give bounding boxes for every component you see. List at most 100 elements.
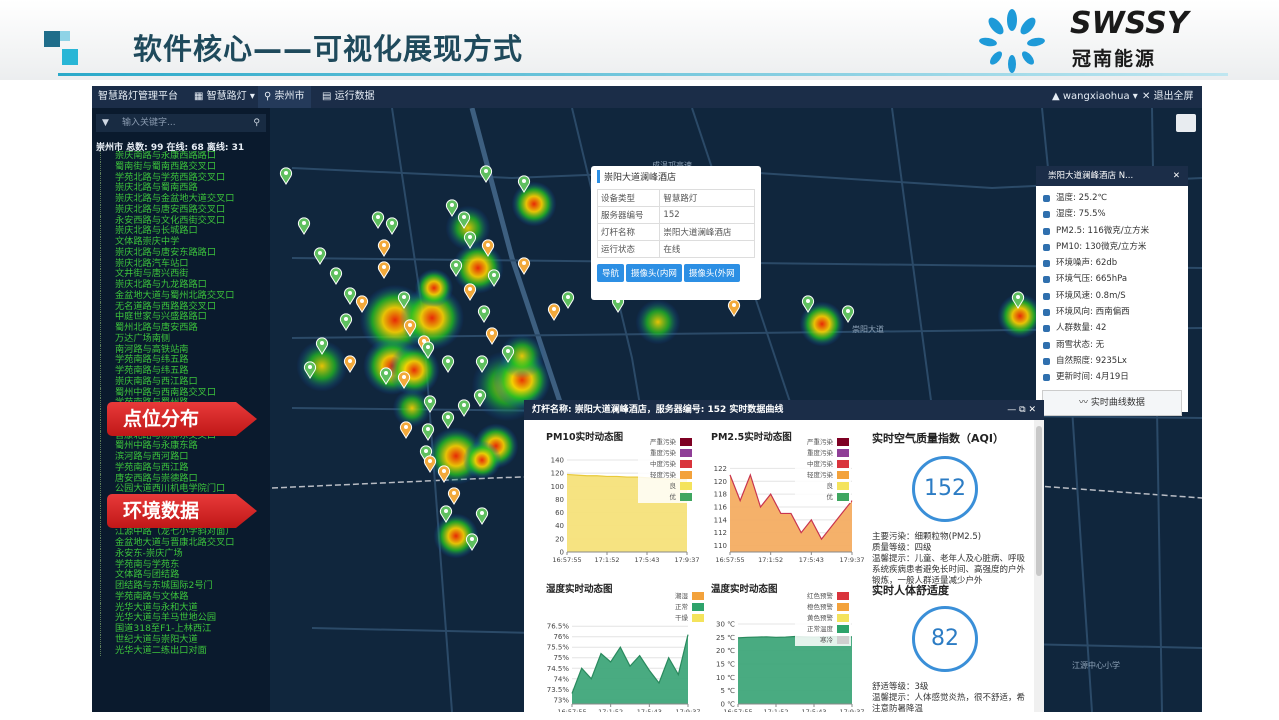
x-tick-label: 17:1:52 (758, 556, 783, 564)
map-pin[interactable] (501, 345, 515, 363)
map-pin[interactable] (475, 507, 489, 525)
comfort-line: 温馨提示：人体感觉炎热，很不舒适，希注意防暑降温 (872, 693, 1026, 712)
map-pin[interactable] (297, 217, 311, 235)
map-pin[interactable] (465, 533, 479, 551)
map-pin[interactable] (379, 367, 393, 385)
scrollbar[interactable] (1034, 420, 1044, 712)
map-pin[interactable] (841, 305, 855, 323)
tree-root[interactable]: 崇州市 总数: 99 在线: 68 离线: 31 (96, 143, 245, 153)
env-row: 人群数量: 42 (1036, 320, 1188, 336)
map-pin[interactable] (421, 423, 435, 441)
legend-bg (795, 435, 851, 503)
map-pin[interactable] (279, 167, 293, 185)
map-pin[interactable] (463, 283, 477, 301)
heat-blob (499, 333, 545, 379)
pin-dot (616, 299, 620, 303)
scroll-thumb[interactable] (1036, 426, 1042, 576)
map-pin[interactable] (517, 175, 531, 193)
pin-dot (318, 251, 322, 255)
nav-item[interactable]: ▦ 智慧路灯 ▾ (194, 91, 255, 102)
brand[interactable]: 智慧路灯管理平台 (98, 91, 178, 102)
map-pin[interactable] (371, 211, 385, 229)
map-pin[interactable] (377, 239, 391, 257)
map-pin[interactable] (727, 299, 741, 317)
map-pin[interactable] (475, 355, 489, 373)
layer-button[interactable] (1176, 114, 1196, 132)
map-pin[interactable] (397, 291, 411, 309)
app-screenshot: 成温邛高速崇阳大道江源镇江源中心小学崇州大道 智慧路灯管理平台 ▦ 智慧路灯 ▾… (92, 86, 1202, 712)
pin-shape (343, 355, 357, 373)
popup-button[interactable]: 摄像头(内网 (626, 264, 682, 282)
search-box[interactable]: ▼ 输入关键字... ⚲ (96, 114, 266, 132)
curve-button[interactable]: 〰 实时曲线数据 (1042, 389, 1182, 416)
map-pin[interactable] (423, 455, 437, 473)
pin-dot (444, 509, 448, 513)
map-pin[interactable] (547, 303, 561, 321)
pin-dot (480, 359, 484, 363)
device-item: 金盆地大道与晋康北路交叉口 (100, 537, 270, 549)
map-pin[interactable] (421, 341, 435, 359)
map-pin[interactable] (329, 267, 343, 285)
exit-fullscreen[interactable]: ✕ 退出全屏 (1142, 91, 1194, 102)
map-pin[interactable] (313, 247, 327, 265)
map-pin[interactable] (439, 505, 453, 523)
map-pin[interactable] (561, 291, 575, 309)
map-pin[interactable] (403, 319, 417, 337)
map-pin[interactable] (487, 269, 501, 287)
pin-dot (1016, 295, 1020, 299)
map-pin[interactable] (437, 465, 451, 483)
map-pin[interactable] (457, 399, 471, 417)
map-pin[interactable] (423, 395, 437, 413)
map-pin[interactable] (355, 295, 369, 313)
pin-shape (473, 389, 487, 407)
nav-item-label: 运行数据 (334, 91, 375, 102)
map-pin[interactable] (339, 313, 353, 331)
map-pin[interactable] (481, 239, 495, 257)
pin-shape (421, 423, 435, 441)
user-menu[interactable]: ▲ wangxiaohua ▾ (1052, 91, 1138, 102)
pin-shape (379, 367, 393, 385)
popup-button[interactable]: 导航 (597, 264, 625, 282)
map-pin[interactable] (377, 261, 391, 279)
map-pin[interactable] (441, 355, 455, 373)
nav-item[interactable]: ⚲ 崇州市 (258, 86, 311, 108)
map-pin[interactable] (447, 487, 461, 505)
aqi-line: 温馨提示：儿童、老年人及心脏病、呼吸系统疾病患者避免长时间、高强度的户外锻炼，一… (872, 554, 1026, 586)
x-tick-label: 17:9:37 (839, 556, 864, 564)
map-pin[interactable] (441, 411, 455, 429)
map-pin[interactable] (449, 259, 463, 277)
map-pin[interactable] (477, 305, 491, 323)
popup-row: 灯杆名称 崇阳大道澜峰酒店 (596, 223, 755, 241)
nav-item[interactable]: ▤ 运行数据 (322, 91, 375, 102)
popup-key: 运行状态 (596, 240, 661, 258)
heat-blob (799, 301, 845, 347)
legend-label: 良 (670, 481, 677, 490)
map-pin[interactable] (473, 389, 487, 407)
device-item: 崇庆南路与永康西路路口 (100, 151, 270, 162)
map-pin[interactable] (343, 287, 357, 305)
map-pin[interactable] (517, 257, 531, 275)
map-pin[interactable] (397, 371, 411, 389)
close[interactable]: ✕ (1172, 171, 1180, 181)
map-pin[interactable] (457, 211, 471, 229)
env-row: 雨雪状态: 无 (1036, 337, 1188, 353)
pin-dot (402, 375, 406, 379)
window-controls[interactable]: — ⧉ ✕ (1007, 405, 1036, 415)
aqi-title: 实时空气质量指数（AQI） (872, 432, 1004, 445)
pin-dot (566, 295, 570, 299)
map-pin[interactable] (801, 295, 815, 313)
map-pin[interactable] (419, 445, 433, 463)
map-pin[interactable] (303, 361, 317, 379)
map-pin[interactable] (463, 231, 477, 249)
map-pin[interactable] (485, 327, 499, 345)
popup-title: 崇阳大道澜峰酒店 (597, 170, 755, 183)
popup-button[interactable]: 摄像头(外网 (683, 264, 740, 282)
map-pin[interactable] (343, 355, 357, 373)
map-pin[interactable] (479, 165, 493, 183)
map-pin[interactable] (445, 199, 459, 217)
pin-dot (428, 399, 432, 403)
map-pin[interactable] (399, 421, 413, 439)
map-pin[interactable] (1011, 291, 1025, 309)
map-pin[interactable] (385, 217, 399, 235)
map-pin[interactable] (315, 337, 329, 355)
